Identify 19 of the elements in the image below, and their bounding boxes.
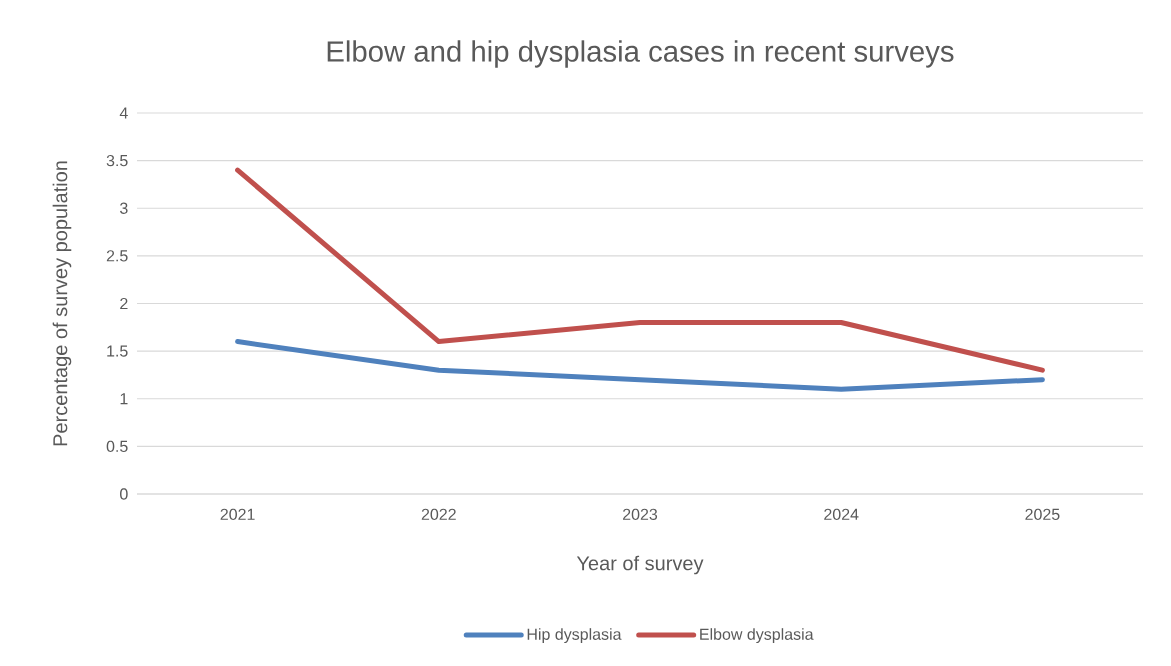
y-tick-label: 4 (119, 107, 128, 119)
y-tick-label: 0.5 (106, 440, 128, 453)
y-tick-label: 1 (120, 393, 128, 405)
chart-title: Elbow and hip dysplasia cases in recent surveys (327, 40, 954, 68)
y-tick-label: 3.5 (106, 154, 128, 167)
y-tick-label: 2.5 (106, 250, 128, 262)
legend-label: Elbow dysplasia (700, 628, 814, 644)
x-tick-label: 2021 (220, 508, 255, 521)
y-tick-label: 2 (120, 297, 128, 310)
y-tick-label: 3 (120, 202, 128, 214)
x-tick-label: 2025 (1025, 508, 1060, 521)
x-tick-label: 2023 (623, 508, 658, 521)
x-axis-title: Year of survey (576, 555, 704, 575)
x-tick-label: 2022 (421, 508, 456, 521)
x-tick-label: 2024 (824, 508, 859, 521)
y-axis-title: Percentage of survey population (52, 161, 72, 446)
legend-label: Hip dysplasia (527, 628, 622, 644)
y-tick-label: 1.5 (107, 345, 128, 357)
y-tick-label: 0 (120, 488, 128, 500)
